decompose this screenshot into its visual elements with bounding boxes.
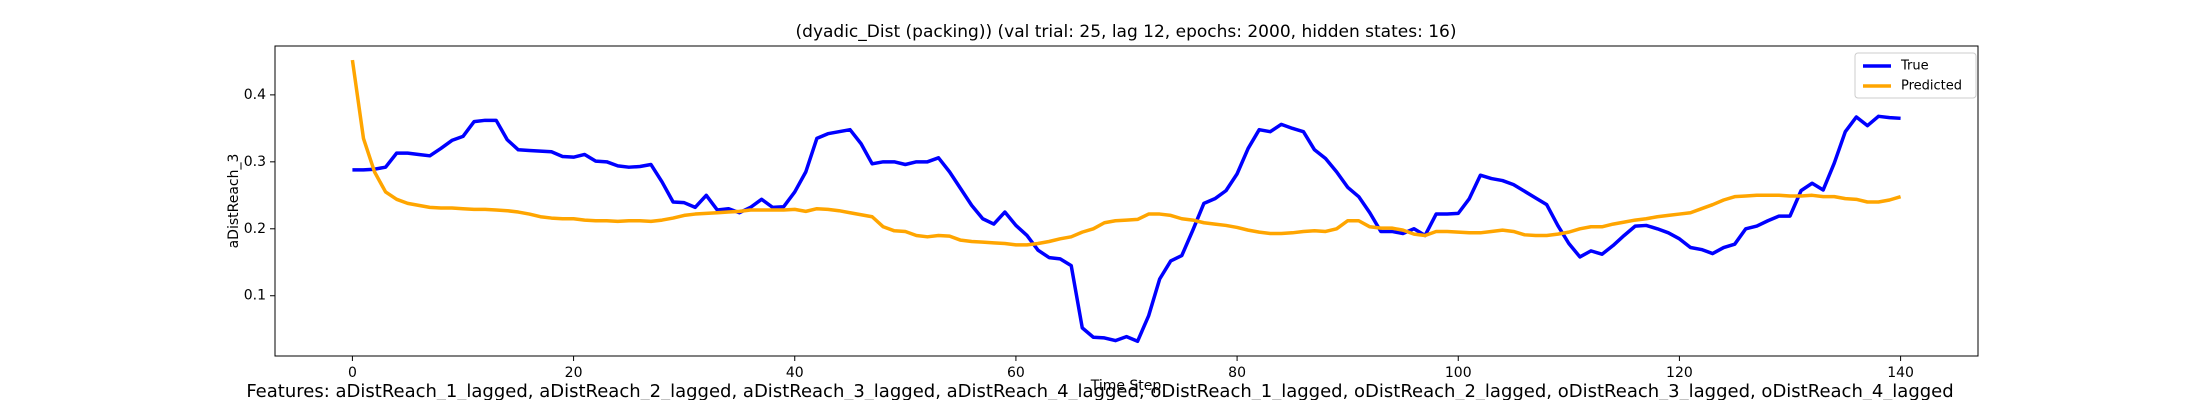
x-tick-label: 20 bbox=[565, 365, 583, 381]
x-tick-label: 140 bbox=[1887, 365, 1914, 381]
y-tick-label: 0.2 bbox=[244, 221, 266, 237]
x-tick-label: 100 bbox=[1445, 365, 1472, 381]
series-line bbox=[350, 59, 1902, 247]
x-tick-label: 0 bbox=[348, 365, 357, 381]
y-tick-label: 0.4 bbox=[244, 87, 266, 103]
x-tick-label: 60 bbox=[1007, 365, 1025, 381]
plot-frame bbox=[274, 45, 1979, 357]
x-axis-label: Time Step bbox=[1090, 378, 1162, 394]
y-tick-label: 0.3 bbox=[244, 154, 266, 170]
chart-title: (dyadic_Dist (packing)) (val trial: 25, … bbox=[796, 22, 1457, 42]
x-tick-label: 80 bbox=[1228, 365, 1246, 381]
y-tick-label: 0.1 bbox=[244, 288, 266, 304]
x-tick-label: 120 bbox=[1666, 365, 1693, 381]
features-annotation: Features: aDistReach_1_lagged, aDistReac… bbox=[246, 381, 1953, 400]
legend-label: Predicted bbox=[1901, 79, 1962, 94]
y-axis-label: aDistReach_3 bbox=[226, 154, 242, 249]
x-tick-label: 40 bbox=[786, 365, 804, 381]
legend-label: True bbox=[1900, 59, 1929, 74]
series-line bbox=[352, 114, 1901, 344]
